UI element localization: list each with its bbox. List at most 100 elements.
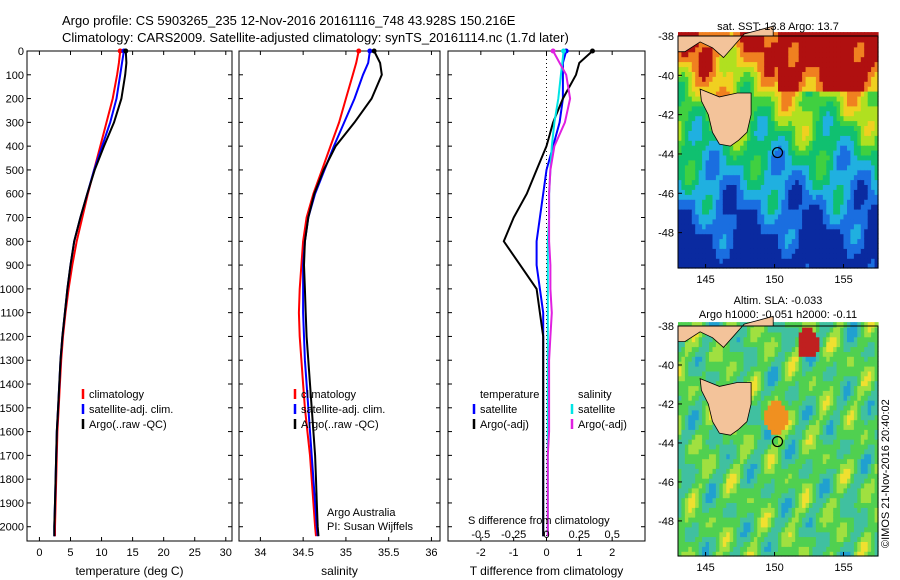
- heatmap-cell: [722, 356, 727, 362]
- heatmap-cell: [871, 46, 876, 53]
- heatmap-cell: [753, 194, 758, 200]
- heatmap-cell: [788, 228, 793, 235]
- heatmap-cell: [698, 209, 703, 215]
- heatmap-cell: [764, 110, 769, 117]
- heatmap-cell: [864, 179, 869, 185]
- heatmap-cell: [764, 468, 769, 474]
- heatmap-cell: [809, 253, 813, 259]
- heatmap-cell: [778, 512, 782, 518]
- heatmap-cell: [750, 458, 755, 464]
- heatmap-cell: [843, 125, 848, 131]
- heatmap-cell: [733, 81, 738, 87]
- heatmap-cell: [764, 140, 769, 146]
- heatmap-cell: [691, 100, 696, 107]
- heatmap-cell: [753, 346, 758, 352]
- heatmap-cell: [743, 179, 748, 185]
- heatmap-cell: [788, 91, 793, 97]
- heatmap-cell: [747, 174, 751, 181]
- heatmap-cell: [753, 223, 758, 230]
- heatmap-cell: [705, 154, 710, 161]
- heatmap-cell: [774, 105, 779, 112]
- heatmap-cell: [702, 253, 707, 259]
- heatmap-cell: [826, 135, 831, 141]
- heatmap-cell: [812, 414, 817, 421]
- heatmap-cell: [702, 150, 707, 156]
- heatmap-cell: [729, 154, 734, 161]
- heatmap-cell: [695, 105, 700, 112]
- heatmap-cell: [853, 71, 858, 77]
- heatmap-cell: [784, 32, 789, 38]
- heatmap-cell: [829, 253, 834, 259]
- heatmap-cell: [757, 184, 762, 190]
- heatmap-cell: [788, 512, 793, 518]
- heatmap-cell: [874, 37, 879, 43]
- heatmap-cell: [678, 370, 682, 377]
- heatmap-cell: [840, 130, 845, 136]
- heatmap-cell: [764, 502, 769, 508]
- heatmap-cell: [778, 448, 782, 455]
- heatmap-cell: [812, 526, 817, 533]
- heatmap-cell: [702, 458, 707, 464]
- heatmap-cell: [757, 409, 762, 416]
- heatmap-cell: [771, 51, 776, 58]
- heatmap-cell: [867, 150, 872, 156]
- heatmap-cell: [815, 100, 820, 107]
- heatmap-cell: [788, 253, 793, 259]
- heatmap-cell: [729, 223, 734, 230]
- series-line-salinity-argo-adj-: [546, 50, 572, 537]
- heatmap-cell: [864, 110, 869, 117]
- heatmap-cell: [678, 546, 682, 552]
- heatmap-cell: [784, 238, 789, 244]
- heatmap-cell: [853, 238, 858, 244]
- heatmap-cell: [684, 61, 689, 68]
- heatmap-cell: [781, 135, 786, 141]
- heatmap-cell: [812, 356, 817, 362]
- heatmap-cell: [684, 213, 689, 220]
- heatmap-cell: [798, 512, 803, 518]
- heatmap-cell: [788, 419, 793, 426]
- heatmap-cell: [702, 174, 707, 181]
- heatmap-cell: [719, 541, 724, 547]
- heatmap-cell: [847, 228, 851, 235]
- heatmap-cell: [809, 243, 813, 249]
- heatmap-cell: [736, 502, 741, 508]
- y-tick-label: 200: [6, 94, 24, 106]
- heatmap-cell: [788, 375, 793, 382]
- heatmap-cell: [691, 512, 696, 518]
- heatmap-cell: [678, 71, 682, 77]
- heatmap-cell: [864, 61, 869, 68]
- heatmap-cell: [805, 140, 810, 146]
- heatmap-cell: [743, 159, 748, 166]
- heatmap-cell: [871, 194, 876, 200]
- heatmap-cell: [774, 243, 779, 249]
- heatmap-cell: [740, 429, 745, 435]
- heatmap-cell: [681, 125, 686, 131]
- heatmap-cell: [709, 336, 713, 343]
- heatmap-cell: [871, 71, 876, 77]
- heatmap-cell: [871, 37, 876, 43]
- y-tick-label: 1300: [0, 355, 24, 367]
- x-tick-label: 150: [765, 274, 783, 286]
- heatmap-cell: [764, 473, 769, 479]
- heatmap-cell: [802, 174, 807, 181]
- heatmap-cell: [753, 213, 758, 220]
- heatmap-cell: [781, 468, 786, 474]
- heatmap-cell: [740, 199, 745, 205]
- heatmap-cell: [747, 81, 751, 87]
- heatmap-cell: [802, 218, 807, 225]
- heatmap-cell: [684, 66, 689, 72]
- heatmap-cell: [809, 341, 813, 348]
- heatmap-cell: [798, 404, 803, 411]
- heatmap-cell: [760, 91, 765, 97]
- chart-title-line2: Climatology: CARS2009. Satellite-adjuste…: [62, 30, 569, 45]
- heatmap-cell: [802, 507, 807, 513]
- heatmap-cell: [850, 135, 855, 141]
- heatmap-cell: [774, 404, 779, 411]
- heatmap-cell: [715, 439, 720, 445]
- heatmap-cell: [764, 76, 769, 82]
- heatmap-cell: [822, 150, 827, 156]
- heatmap-cell: [747, 204, 751, 210]
- heatmap-cell: [774, 204, 779, 210]
- heatmap-cell: [833, 213, 838, 220]
- heatmap-cell: [733, 526, 738, 533]
